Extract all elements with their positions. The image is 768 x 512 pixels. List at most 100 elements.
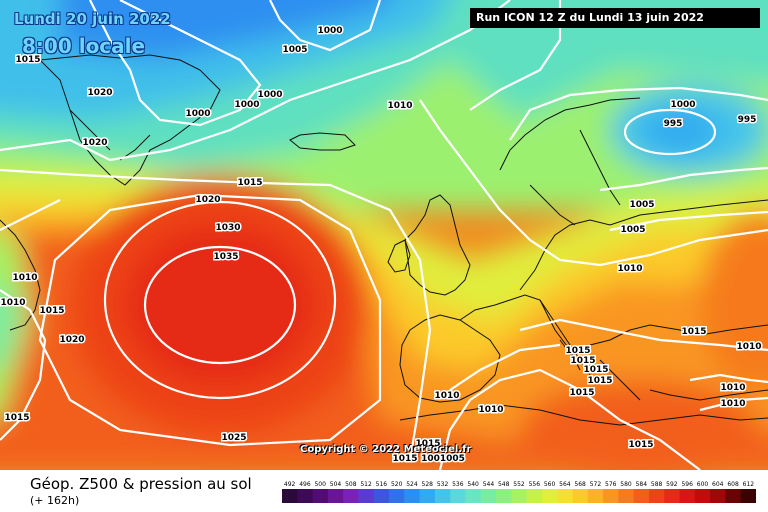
scale-tick-label: 536: [452, 481, 464, 488]
isobar-label: 1035: [213, 252, 238, 262]
isobar-label: 1015: [570, 356, 595, 366]
isobar-label: 1015: [565, 346, 590, 356]
scale-swatch: [710, 489, 726, 503]
scale-swatch: [496, 489, 512, 503]
scale-swatch: [389, 489, 405, 503]
scale-swatch: [480, 489, 497, 503]
scale-tick-label: 552: [513, 481, 525, 488]
scale-swatch: [526, 489, 543, 503]
coastlines: [0, 54, 768, 426]
scale-tick-label: 540: [467, 481, 479, 488]
scale-tick-label: 504: [330, 481, 342, 488]
isobar-label: 1025: [221, 433, 246, 443]
isobar-label: 1000: [257, 90, 282, 100]
scale-swatch: [511, 489, 528, 503]
isobar-label: 1015: [628, 440, 653, 450]
isobar-label: 995: [738, 115, 757, 125]
isobar-label: 1030: [215, 223, 240, 233]
scale-swatch: [694, 489, 711, 503]
scale-tick-label: 500: [314, 481, 326, 488]
scale-swatch: [297, 489, 314, 503]
scale-tick-label: 608: [727, 481, 739, 488]
scale-tick-label: 604: [712, 481, 724, 488]
isobar-label: 995: [664, 119, 683, 129]
scale-tick-label: 572: [590, 481, 602, 488]
isobar-label: 1010: [0, 298, 25, 308]
scale-tick-label: 516: [376, 481, 388, 488]
isobar-label: 1010: [617, 264, 642, 274]
isobar-label: 1020: [195, 195, 220, 205]
isobar-label: 1005: [629, 200, 654, 210]
scale-tick-label: 528: [422, 481, 434, 488]
isobar-label: 1010: [478, 405, 503, 415]
scale-swatch: [343, 489, 359, 503]
scale-swatch: [557, 489, 574, 503]
scale-swatch: [572, 489, 589, 503]
scale-tick-label: 580: [620, 481, 632, 488]
scale-swatch: [450, 489, 466, 503]
copyright-text: Copyright © 2022 Meteociel.fr: [300, 444, 472, 455]
scale-tick-label: 600: [697, 481, 709, 488]
scale-tick-label: 560: [544, 481, 556, 488]
scale-tick-label: 612: [743, 481, 755, 488]
field-title: Géop. Z500 & pression au sol: [30, 475, 252, 493]
color-scale: 492 496 500 504 508 512 516 520 524 528 532 536 540 5…: [282, 481, 756, 503]
scale-tick-label: 548: [498, 481, 510, 488]
scale-tick-label: 532: [437, 481, 449, 488]
isobar-label: 1000: [234, 100, 259, 110]
scale-swatch: [633, 489, 650, 503]
isobar-label: 1010: [720, 399, 745, 409]
scale-swatch: [587, 489, 604, 503]
isobar-label: 1015: [587, 376, 612, 386]
scale-tick-label: 576: [605, 481, 617, 488]
isobar-label: 1000: [185, 109, 210, 119]
scale-tick-label: 496: [299, 481, 311, 488]
isobar-label: 1010: [12, 273, 37, 283]
z500-color-field: [0, 0, 768, 470]
scale-swatch: [282, 489, 298, 503]
isobar-label: 1015: [681, 327, 706, 337]
scale-swatch: [541, 489, 558, 503]
isobar-label: 1020: [59, 335, 84, 345]
isobar-label: 1000: [317, 26, 342, 36]
scale-swatch: [664, 489, 681, 503]
scale-swatch: [327, 489, 344, 503]
isobar-label: 1015: [4, 413, 29, 423]
scale-tick-label: 596: [681, 481, 693, 488]
scale-tick-label: 584: [636, 481, 648, 488]
isobar-label: 1015: [39, 306, 64, 316]
scale-swatch: [725, 489, 742, 503]
isobar-label: 1015: [415, 439, 440, 449]
scale-tick-label: 512: [360, 481, 372, 488]
model-run-label: Run ICON 12 Z du Lundi 13 juin 2022: [470, 8, 760, 28]
valid-date: Lundi 20 juin 2022: [14, 10, 171, 28]
scale-swatch: [419, 489, 436, 503]
isobar-label: 1010: [434, 391, 459, 401]
isobar-label: 1020: [87, 88, 112, 98]
scale-tick-label: 492: [284, 481, 296, 488]
scale-tick-label: 508: [345, 481, 357, 488]
isobars: [0, 0, 768, 470]
isobar-label: 1015: [237, 178, 262, 188]
scale-swatch: [603, 489, 619, 503]
scale-tick-label: 564: [559, 481, 571, 488]
isobar-label: 1015: [15, 55, 40, 65]
isobar-label: 1020: [82, 138, 107, 148]
scale-swatch: [404, 489, 421, 503]
isobar-label: 1015: [392, 454, 417, 464]
scale-swatch: [358, 489, 375, 503]
scale-swatch: [740, 489, 756, 503]
scale-tick-label: 592: [666, 481, 678, 488]
isobar-label: 1005: [620, 225, 645, 235]
scale-tick-label: 588: [651, 481, 663, 488]
scale-tick-label: 524: [406, 481, 418, 488]
isobar-label: 1010: [736, 342, 761, 352]
scale-swatch: [434, 489, 451, 503]
isobar-label: 1015: [569, 388, 594, 398]
isobar-label: 1015: [583, 365, 608, 375]
scale-swatch: [312, 489, 329, 503]
scale-tick-label: 556: [529, 481, 541, 488]
